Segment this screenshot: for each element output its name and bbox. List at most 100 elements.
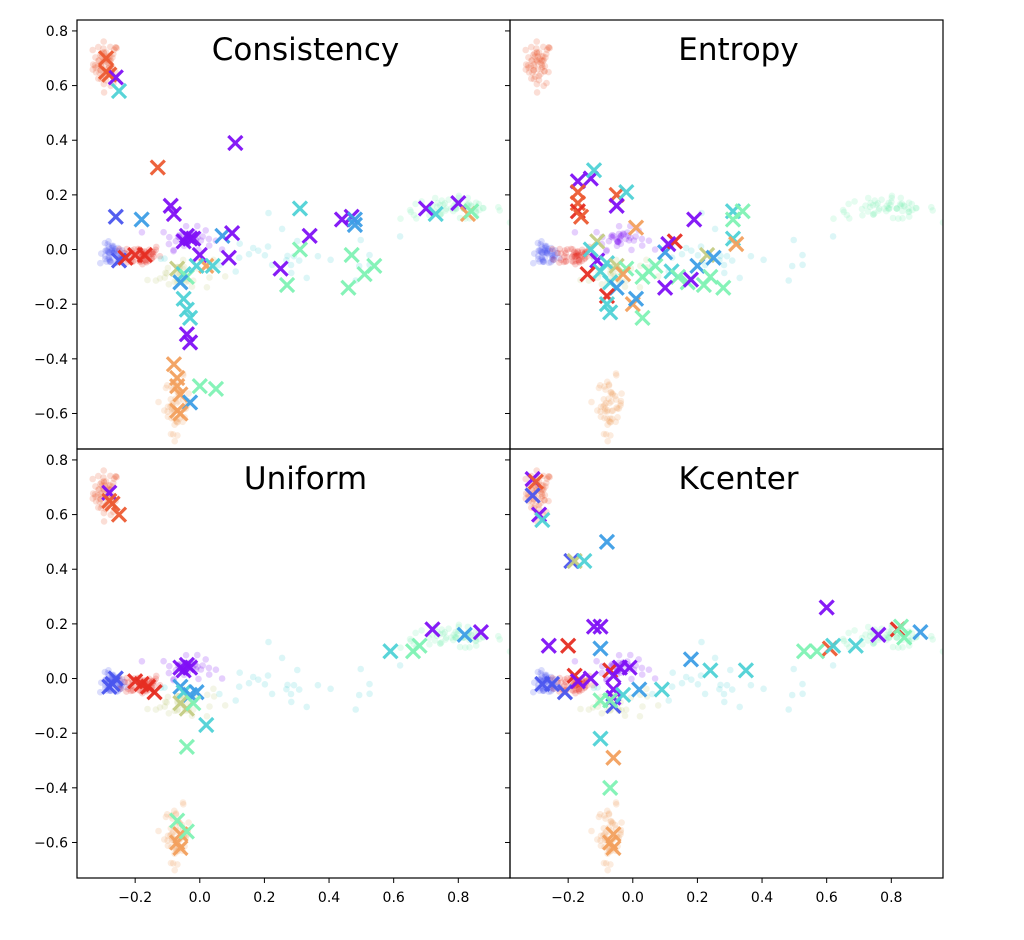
background-point bbox=[278, 225, 286, 233]
background-point bbox=[105, 243, 113, 251]
background-point bbox=[156, 275, 164, 282]
background-point bbox=[928, 632, 935, 640]
background-point bbox=[466, 644, 473, 651]
background-point bbox=[596, 382, 604, 389]
background-point bbox=[929, 636, 936, 643]
background-point bbox=[607, 861, 614, 868]
background-point bbox=[535, 501, 543, 509]
y-tick-label: 0.2 bbox=[46, 188, 68, 204]
background-point bbox=[164, 693, 172, 701]
background-point bbox=[534, 239, 542, 247]
background-point bbox=[561, 247, 569, 254]
selected-point-marker bbox=[592, 730, 609, 747]
background-point bbox=[418, 627, 425, 634]
background-point bbox=[541, 254, 549, 261]
background-point bbox=[546, 473, 553, 481]
background-point bbox=[899, 644, 906, 651]
background-point bbox=[96, 69, 103, 76]
background-point bbox=[179, 418, 186, 426]
background-point bbox=[632, 233, 639, 240]
selected-point-marker bbox=[97, 63, 115, 81]
background-point bbox=[543, 248, 551, 256]
background-point bbox=[893, 634, 901, 641]
background-point bbox=[210, 693, 218, 700]
background-point bbox=[905, 208, 912, 216]
background-point bbox=[880, 205, 888, 212]
background-point bbox=[440, 630, 447, 637]
background-point bbox=[295, 257, 303, 264]
background-point bbox=[194, 663, 201, 670]
background-point bbox=[736, 274, 743, 282]
background-point bbox=[899, 215, 906, 222]
background-point bbox=[164, 842, 172, 849]
background-point bbox=[204, 691, 211, 699]
background-point bbox=[254, 247, 262, 254]
background-point bbox=[541, 497, 548, 504]
background-point bbox=[153, 243, 160, 251]
background-point bbox=[112, 473, 120, 480]
background-point bbox=[604, 807, 611, 815]
selected-point-marker bbox=[133, 211, 150, 228]
x-tick-label: 0.6 bbox=[383, 890, 405, 906]
background-point bbox=[887, 201, 894, 209]
background-point bbox=[597, 832, 605, 840]
background-point bbox=[106, 258, 114, 266]
background-point bbox=[627, 234, 634, 241]
selected-point-marker bbox=[569, 673, 586, 690]
background-point bbox=[539, 492, 546, 500]
background-point bbox=[254, 676, 262, 683]
selected-point-marker bbox=[165, 356, 183, 373]
background-point bbox=[232, 268, 239, 275]
background-point bbox=[205, 242, 213, 249]
selected-point-marker bbox=[117, 249, 134, 266]
background-point bbox=[578, 246, 586, 254]
background-point bbox=[450, 631, 458, 639]
x-tick-label: −0.2 bbox=[551, 890, 585, 906]
background-point bbox=[610, 232, 617, 240]
selected-point-marker bbox=[556, 684, 574, 701]
background-point bbox=[556, 245, 563, 253]
background-point bbox=[543, 79, 550, 87]
background-point bbox=[555, 254, 563, 262]
selected-point-marker bbox=[178, 738, 195, 755]
background-point bbox=[205, 664, 213, 672]
background-point bbox=[694, 681, 702, 688]
background-point bbox=[576, 688, 583, 695]
background-point bbox=[283, 256, 290, 264]
y-tick-label: −0.2 bbox=[34, 297, 68, 313]
selected-point-marker bbox=[621, 659, 638, 676]
background-point bbox=[594, 684, 601, 691]
background-point bbox=[97, 480, 104, 488]
background-point bbox=[185, 819, 192, 826]
y-tick-label: 0.6 bbox=[46, 508, 68, 524]
background-point bbox=[188, 283, 196, 291]
background-point bbox=[840, 637, 848, 645]
selected-point-marker bbox=[291, 200, 309, 217]
background-point bbox=[506, 648, 510, 655]
background-point bbox=[437, 640, 444, 647]
background-point bbox=[885, 205, 893, 213]
background-point bbox=[314, 681, 322, 689]
background-point bbox=[609, 390, 616, 397]
background-point bbox=[612, 418, 619, 426]
background-point bbox=[525, 69, 533, 76]
background-point bbox=[108, 244, 116, 252]
background-point bbox=[869, 211, 877, 218]
background-point bbox=[572, 260, 579, 268]
background-point bbox=[452, 628, 460, 636]
background-point bbox=[542, 244, 550, 251]
background-point bbox=[164, 413, 172, 421]
background-point bbox=[534, 255, 542, 263]
background-point bbox=[531, 679, 538, 686]
background-point bbox=[144, 705, 151, 713]
background-point bbox=[163, 699, 170, 706]
panel-title: Kcenter bbox=[678, 461, 798, 497]
background-point bbox=[150, 248, 158, 256]
background-point bbox=[538, 243, 546, 251]
background-point bbox=[539, 256, 547, 264]
background-point bbox=[160, 657, 167, 665]
background-point bbox=[645, 666, 653, 673]
background-point bbox=[862, 202, 869, 209]
background-point bbox=[698, 638, 705, 646]
background-point bbox=[522, 475, 529, 483]
